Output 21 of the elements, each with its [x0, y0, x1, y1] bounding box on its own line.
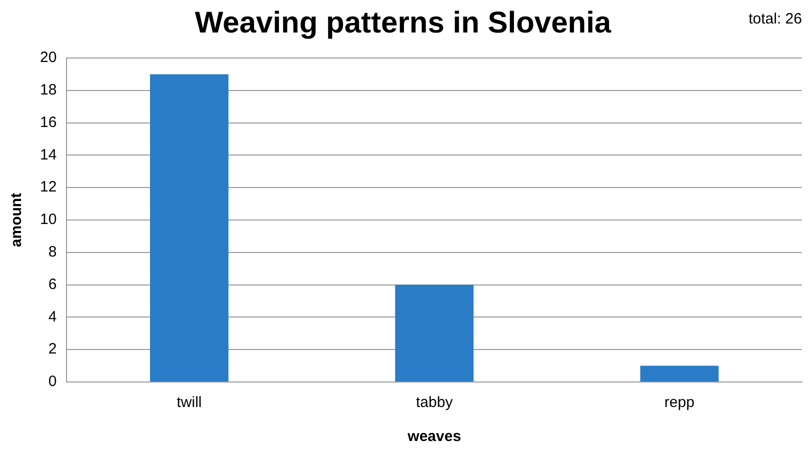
- bar: [395, 284, 474, 382]
- y-tick-label: 14: [40, 146, 57, 164]
- x-axis-title: weaves: [406, 428, 462, 446]
- y-tick-label: 10: [40, 211, 57, 228]
- y-tick-label: 18: [40, 82, 57, 99]
- text: total: 26: [748, 10, 802, 28]
- y-tick-label: 12: [40, 178, 57, 196]
- y-tick-label: 16: [40, 114, 57, 131]
- x-tick-label: tabby: [416, 394, 454, 412]
- y-tick-label: 20: [40, 49, 57, 66]
- bar: [640, 366, 719, 382]
- y-tick-label: 4: [48, 308, 57, 326]
- y-tick-label: 8: [48, 244, 57, 261]
- x-tick-label: repp: [664, 394, 694, 412]
- bar: [150, 74, 228, 382]
- y-tick-label: 6: [48, 276, 57, 293]
- y-axis-title: amount: [8, 192, 26, 248]
- y-tick-label: 2: [48, 340, 57, 358]
- chart-title: Weaving patterns in Slovenia: [194, 6, 612, 40]
- x-tick-label: twill: [176, 394, 202, 412]
- y-tick-label: 0: [48, 373, 57, 390]
